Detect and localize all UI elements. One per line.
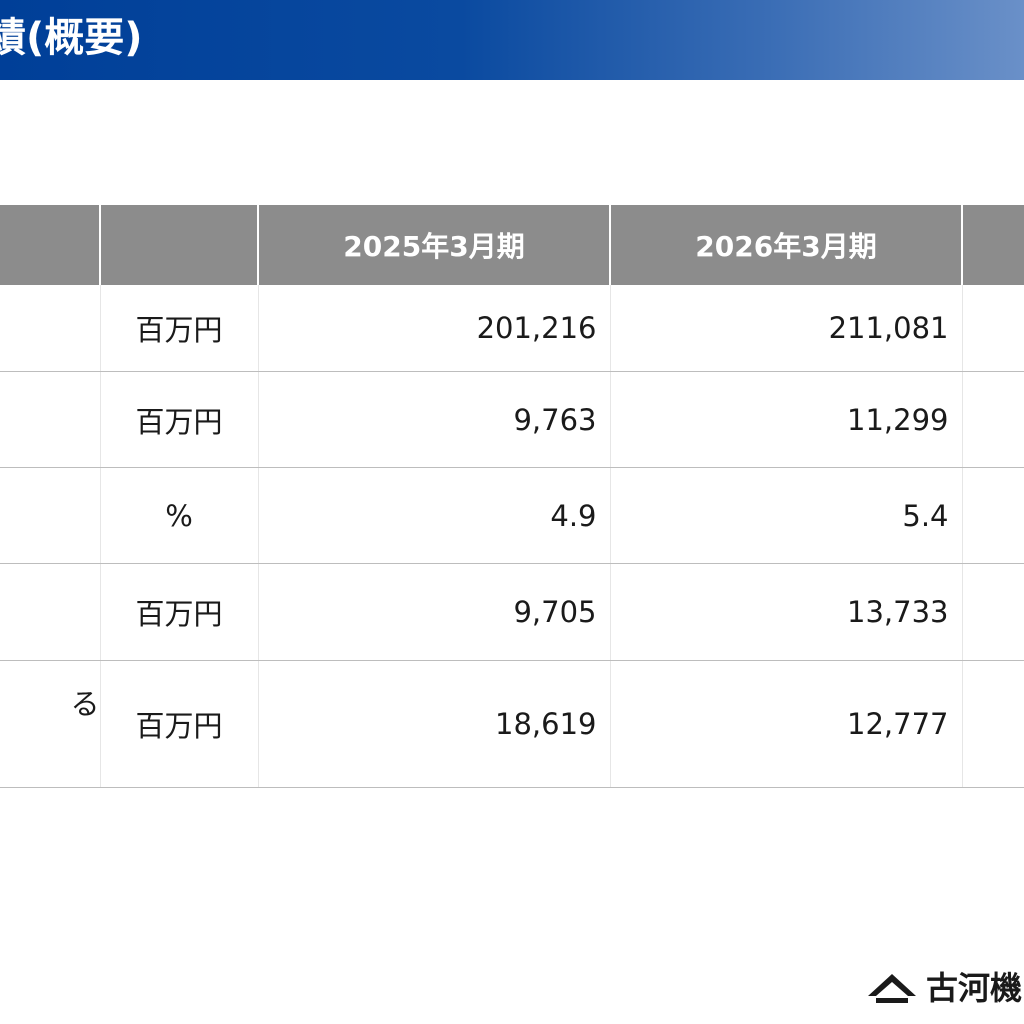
header-fy2025: 2025年3月期 [257,205,611,285]
row-value-next [961,660,1024,788]
title-bar: 績(概要) [0,0,1024,80]
company-logo: 古河機 [866,968,1022,1008]
results-table-container: 2025年3月期 2026年3月期 百万円 201,216 211,081 百万… [0,205,1024,788]
table-row: 百万円 9,705 13,733 [0,563,1024,661]
row-value-fy2026: 5.4 [609,467,962,564]
row-value-fy2025: 9,763 [257,371,610,468]
row-unit: 百万円 [99,660,258,788]
page-title: 績(概要) [0,15,143,61]
row-unit: 百万円 [99,371,258,468]
header-unit [99,205,259,285]
header-item [0,205,101,285]
row-value-next [961,285,1024,372]
row-value-fy2025: 18,619 [257,660,610,788]
row-value-fy2026: 211,081 [609,285,962,372]
row-value-fy2026: 12,777 [609,660,962,788]
row-item-label [0,563,100,661]
row-item-label [0,285,100,372]
results-table: 2025年3月期 2026年3月期 百万円 201,216 211,081 百万… [0,205,1024,788]
row-value-next [961,563,1024,661]
table-row: 百万円 201,216 211,081 [0,285,1024,372]
row-value-fy2025: 201,216 [257,285,610,372]
row-value-fy2026: 11,299 [609,371,962,468]
table-row: る 百万円 18,619 12,777 [0,660,1024,788]
row-value-fy2025: 4.9 [257,467,610,564]
company-logo-text: 古河機 [926,969,1023,1007]
row-unit: 百万円 [99,563,258,661]
table-row: % 4.9 5.4 [0,467,1024,564]
table-header-row: 2025年3月期 2026年3月期 [0,205,1024,285]
row-unit: % [99,467,258,564]
row-item-label [0,371,100,468]
company-logo-mark-icon [866,972,918,1004]
header-fy2026: 2026年3月期 [609,205,963,285]
table-row: 百万円 9,763 11,299 [0,371,1024,468]
header-next [961,205,1024,285]
row-value-next [961,371,1024,468]
row-unit: 百万円 [99,285,258,372]
row-value-fy2026: 13,733 [609,563,962,661]
row-value-fy2025: 9,705 [257,563,610,661]
row-value-next [961,467,1024,564]
row-item-label: る [0,660,100,788]
row-item-label [0,467,100,564]
